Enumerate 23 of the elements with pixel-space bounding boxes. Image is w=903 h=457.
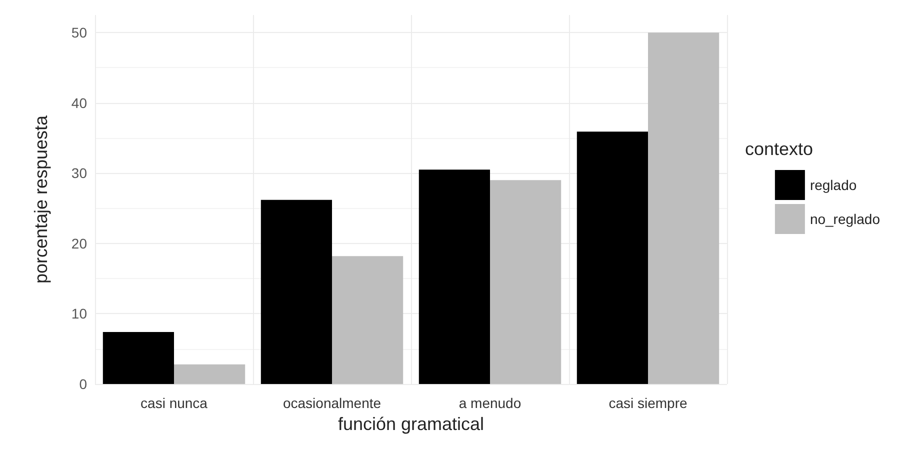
bar: [648, 32, 720, 384]
y-tick-label: 30: [71, 165, 88, 182]
y-tick-label: 20: [71, 235, 88, 252]
bar: [102, 332, 174, 384]
y-axis-title: porcentaje respuesta: [31, 114, 51, 284]
bar: [174, 364, 246, 384]
y-tick-label: 10: [71, 306, 88, 322]
x-axis-title: función gramatical: [338, 414, 484, 434]
legend-label: reglado: [810, 177, 857, 193]
bar: [260, 200, 332, 384]
bar: [418, 170, 490, 384]
bar: [332, 256, 404, 384]
y-tick-label: 40: [71, 94, 88, 111]
y-tick-label: 50: [71, 24, 88, 41]
x-tick-label: casi nunca: [140, 395, 208, 411]
y-tick-label: 0: [79, 376, 88, 392]
x-tick-label: casi siempre: [608, 395, 688, 411]
legend-title: contexto: [744, 139, 813, 159]
x-tick-label: a menudo: [458, 395, 522, 411]
bar: [490, 180, 562, 384]
bar: [576, 132, 648, 384]
x-tick-label: ocasionalmente: [282, 395, 382, 411]
legend-label: no_reglado: [810, 211, 880, 227]
